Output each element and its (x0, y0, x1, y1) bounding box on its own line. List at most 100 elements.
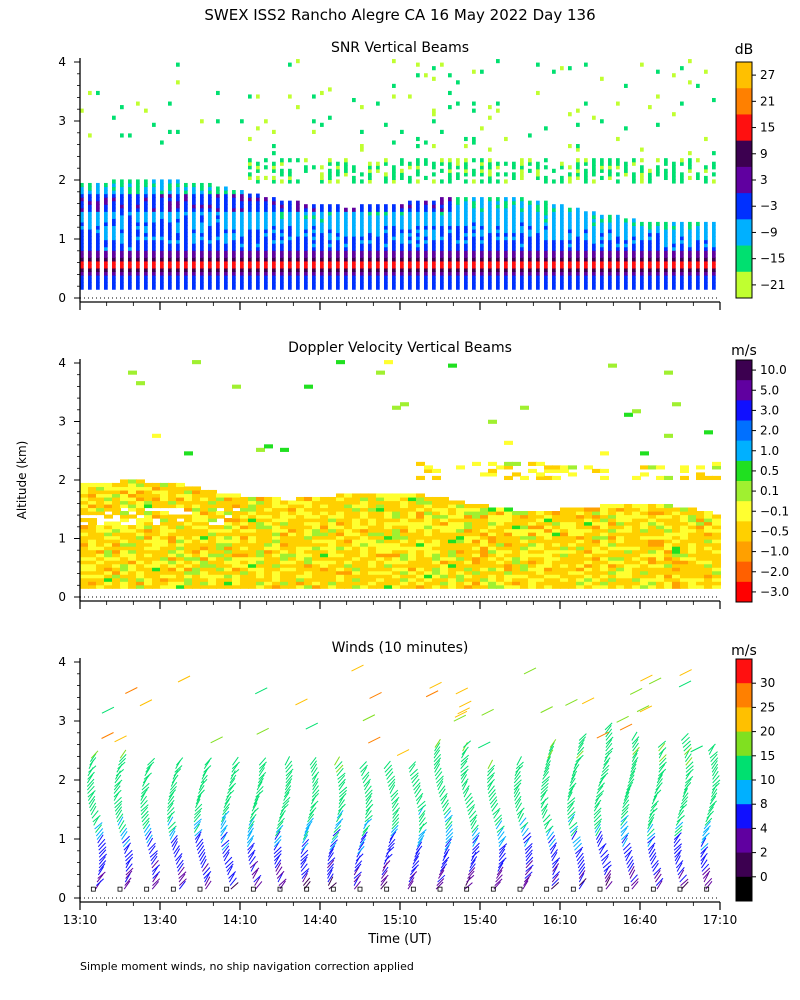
doppler-cell (544, 581, 553, 586)
snr-cell (200, 264, 204, 269)
snr-cell (512, 285, 516, 290)
snr-cell (240, 214, 244, 219)
snr-cell (536, 204, 540, 209)
doppler-cell (200, 532, 209, 537)
doppler-cell (608, 539, 617, 544)
doppler-cell (576, 532, 585, 537)
snr-cell (552, 228, 556, 234)
snr-cell (584, 236, 588, 241)
doppler-cell (712, 521, 721, 526)
doppler-cell (152, 525, 161, 530)
doppler-cell (240, 546, 249, 551)
snr-cell (632, 264, 636, 269)
snr-cell (248, 165, 252, 170)
doppler-cell (616, 560, 625, 565)
snr-cell (296, 267, 300, 273)
snr-cell (144, 228, 148, 234)
doppler-cell (272, 539, 281, 544)
snr-cell (496, 246, 500, 251)
doppler-cell (280, 447, 289, 452)
doppler-cell (512, 577, 521, 582)
wind-profile (166, 757, 187, 892)
wind-barb (222, 803, 231, 812)
snr-cell (640, 228, 644, 234)
snr-cell (632, 158, 636, 163)
wind-barb (166, 807, 175, 816)
wind-barb (89, 757, 97, 766)
snr-cell (104, 274, 108, 280)
doppler-cell (488, 535, 497, 540)
snr-cell (472, 69, 476, 74)
doppler-cell (136, 556, 145, 561)
doppler-cell (304, 518, 313, 523)
snr-cell (336, 214, 340, 219)
snr-cell (384, 221, 388, 227)
snr-cell (528, 214, 532, 219)
snr-cell (568, 243, 572, 248)
snr-cell (360, 105, 364, 110)
snr-cell (384, 267, 388, 273)
snr-cell (184, 218, 188, 223)
doppler-cell (112, 539, 121, 544)
doppler-cell (632, 525, 641, 530)
doppler-cell (272, 532, 281, 537)
snr-cell (240, 193, 244, 198)
snr-cell (704, 274, 708, 280)
doppler-cell (264, 507, 273, 512)
snr-cell (424, 285, 428, 290)
snr-cell (200, 239, 204, 244)
doppler-cell (256, 553, 265, 558)
doppler-cell (80, 535, 89, 540)
doppler-cell (432, 584, 441, 589)
snr-cell (360, 207, 364, 212)
snr-cell (280, 282, 284, 287)
snr-cell (488, 232, 492, 237)
snr-cell (568, 250, 572, 255)
doppler-cell (208, 574, 217, 579)
snr-cell (688, 264, 692, 269)
snr-cell (472, 200, 476, 205)
snr-cell (240, 239, 244, 244)
snr-cell (304, 253, 308, 258)
doppler-cell (184, 525, 193, 530)
snr-cell (480, 165, 484, 170)
doppler-cell (424, 567, 433, 572)
doppler-cell (224, 493, 233, 498)
snr-cell (96, 193, 100, 198)
doppler-cell (296, 563, 305, 568)
snr-cell (416, 239, 420, 244)
wind-barb (114, 774, 122, 784)
snr-cell (200, 204, 204, 209)
doppler-cell (168, 542, 177, 547)
doppler-cell (224, 556, 233, 561)
doppler-cell (512, 532, 521, 537)
doppler-cell (400, 539, 409, 544)
doppler-cell (80, 500, 89, 505)
snr-cell (568, 282, 572, 287)
doppler-cell (632, 567, 641, 572)
doppler-cell (664, 370, 673, 375)
snr-cell (520, 221, 524, 227)
doppler-cell (288, 532, 297, 537)
doppler-cell (80, 507, 89, 512)
doppler-cell (336, 360, 345, 365)
doppler-cell (536, 532, 545, 537)
snr-cell (160, 267, 164, 273)
doppler-cell (408, 521, 417, 526)
wind-barb (97, 871, 106, 879)
doppler-cell (120, 532, 129, 537)
wind-barb (118, 754, 127, 763)
snr-cell (600, 218, 604, 223)
snr-cell (536, 228, 540, 234)
snr-cell (184, 221, 188, 227)
doppler-cell (288, 514, 297, 519)
snr-cell (96, 232, 100, 237)
doppler-cell (320, 500, 329, 505)
snr-cell (96, 228, 100, 234)
doppler-cell (552, 570, 561, 575)
snr-cell (344, 207, 348, 212)
snr-cell (168, 271, 172, 276)
doppler-cell (456, 553, 465, 558)
snr-cell (384, 253, 388, 258)
snr-cell (664, 236, 668, 241)
